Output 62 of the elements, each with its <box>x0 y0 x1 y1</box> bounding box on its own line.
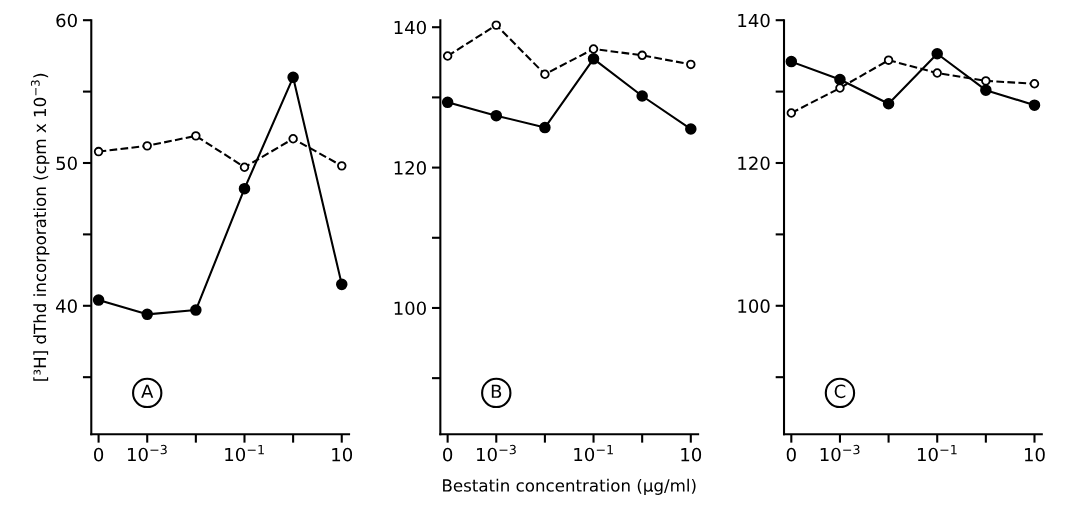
point <box>141 308 153 321</box>
point <box>637 50 647 61</box>
x-tick-label: 0 <box>786 447 796 462</box>
point <box>685 123 697 135</box>
point <box>191 131 201 141</box>
x-tick-label: 0 <box>94 447 104 462</box>
point <box>587 53 600 65</box>
point <box>882 97 895 110</box>
point <box>786 108 797 118</box>
y-tick-label: 140 <box>738 13 770 28</box>
point <box>540 69 550 79</box>
point <box>931 47 943 60</box>
y-tick-label: 60 <box>56 13 77 28</box>
x-tick-label: 10$^{−3}$ <box>820 444 860 462</box>
point <box>835 83 845 93</box>
y-tick-label: 120 <box>394 161 426 175</box>
point <box>92 294 105 306</box>
point <box>981 76 991 86</box>
point <box>442 51 453 61</box>
point <box>288 133 298 144</box>
point <box>335 278 348 291</box>
point <box>785 55 798 68</box>
x-tick-label: 0 <box>443 447 453 462</box>
point <box>238 182 251 195</box>
point <box>490 109 503 122</box>
y-tick-label: 100 <box>738 299 770 313</box>
point <box>142 141 152 151</box>
point <box>441 96 454 109</box>
point <box>239 162 250 173</box>
point <box>491 20 501 30</box>
annotation: C <box>834 384 846 399</box>
point <box>686 59 696 70</box>
point <box>980 84 992 96</box>
point <box>636 90 648 102</box>
point <box>932 68 942 78</box>
annotation: A <box>141 384 154 398</box>
y-tick-label: 140 <box>394 20 426 35</box>
x-tick-label: 10 <box>1024 447 1045 462</box>
y-tick-label: 100 <box>394 301 426 316</box>
y-axis-title: [³H] dThd incorporation (cpm x 10$^{−3}$) <box>30 73 50 381</box>
annotation: B <box>491 384 502 398</box>
x-tick-label: 10$^{−3}$ <box>477 444 516 462</box>
y-tick-label: 120 <box>738 156 770 171</box>
point <box>588 44 599 54</box>
point <box>337 161 347 171</box>
point <box>834 73 846 86</box>
point <box>539 121 551 134</box>
x-tick-label: 10$^{−3}$ <box>127 444 167 462</box>
y-tick-label: 50 <box>56 156 77 171</box>
x-tick-label: 10$^{−1}$ <box>574 444 613 462</box>
x-tick-label: 10 <box>681 447 702 462</box>
point <box>1029 79 1040 89</box>
x-axis-title: Bestatin concentration (µg/ml) <box>443 478 696 495</box>
point <box>287 71 299 84</box>
point <box>93 146 104 157</box>
y-tick-label: 40 <box>56 299 77 313</box>
x-tick-label: 10 <box>332 447 353 462</box>
point <box>190 304 202 316</box>
x-tick-label: 10$^{−1}$ <box>225 444 264 462</box>
point <box>1028 99 1041 111</box>
point <box>883 55 894 65</box>
x-tick-label: 10$^{−1}$ <box>917 444 957 462</box>
